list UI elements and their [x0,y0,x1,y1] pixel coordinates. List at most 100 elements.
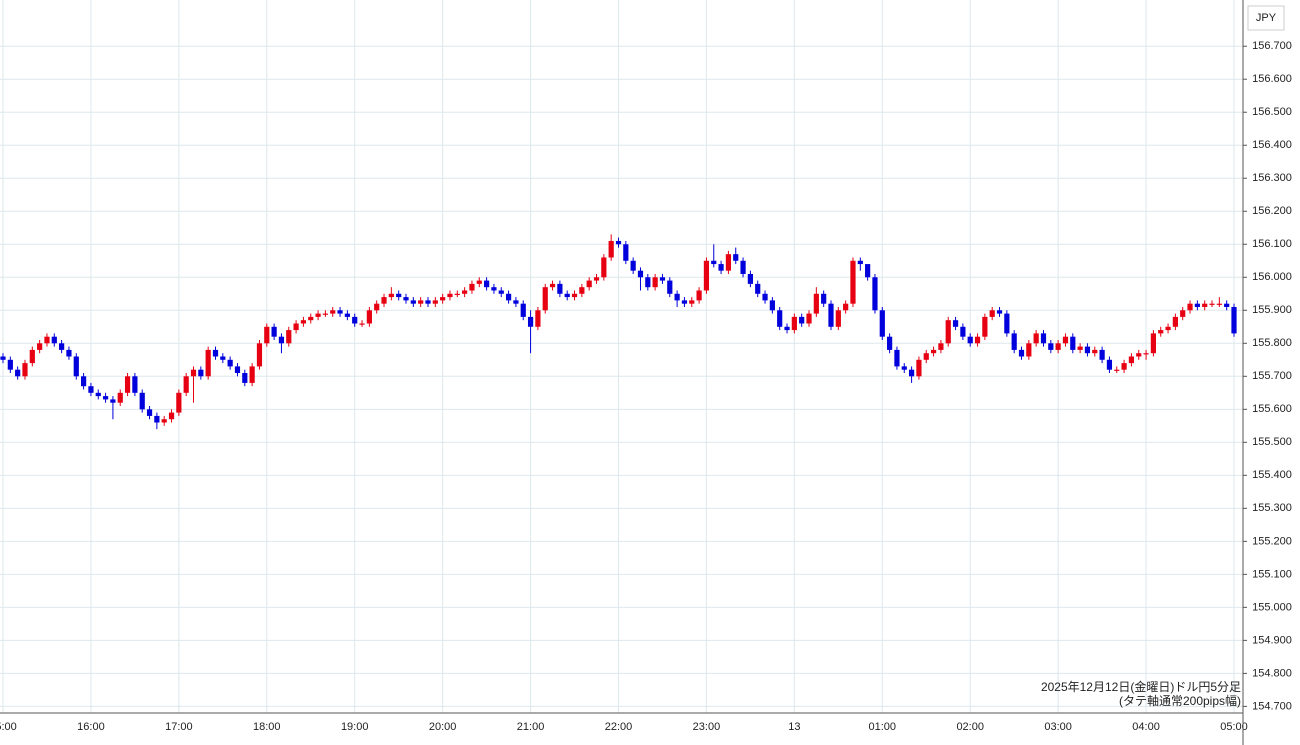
x-tick-label: 21:00 [517,721,545,733]
x-tick-label: 16:00 [77,721,105,733]
candle-body [923,353,929,360]
candle-body [835,310,841,327]
candle-body [1216,303,1222,305]
candle-body [1011,333,1017,350]
candle-body [777,310,783,327]
candle-body [498,290,504,294]
candle-body [1128,356,1135,364]
x-tick-label: 19:00 [341,721,369,733]
candle-body [249,366,255,383]
candle-body [183,376,189,393]
candle-body [674,293,680,301]
candle-body [234,366,241,374]
candle-body [168,412,175,420]
candle-body [95,392,101,397]
y-tick-label: 155.800 [1252,337,1292,349]
x-tick-label: 23:00 [693,721,721,733]
candle-body [689,300,695,304]
candle-body [996,310,1003,314]
candle-body [359,323,365,325]
candle-body [718,264,724,271]
candle-body [513,300,519,304]
candle-body [278,336,285,344]
candle-body [542,287,548,311]
y-tick-label: 156.100 [1252,238,1292,250]
candle-body [821,293,827,304]
candle-body [908,369,915,377]
candle-body [1062,336,1069,344]
candle-body [59,343,65,350]
candle-body [527,316,534,327]
candle-body [557,283,563,294]
y-tick-label: 155.200 [1252,535,1292,547]
candle-body [1033,333,1039,344]
candle-body [725,254,732,271]
candle-body [938,343,944,350]
candle-body [1121,363,1127,370]
candle-body [227,359,233,367]
candle-body [1194,303,1200,307]
candle-body [476,280,482,284]
candle-body [784,326,790,331]
y-tick-label: 156.700 [1252,40,1292,52]
candle-body [212,349,219,357]
candle-body [88,386,94,393]
candle-body [828,303,834,327]
candle-body [469,283,475,291]
candle-body [198,369,204,377]
candle-body [652,277,658,288]
candle-body [1084,346,1091,354]
candle-body [256,343,263,367]
candle-body [1143,353,1149,355]
candle-body [1055,343,1061,350]
candle-body [330,310,336,314]
candle-body [586,280,592,288]
candle-body [102,396,109,400]
y-tick-label: 155.600 [1252,403,1292,415]
candle-body [1158,330,1164,334]
x-tick-label: 02:00 [956,721,984,733]
candle-body [352,316,358,324]
candle-body [952,320,959,327]
candle-body [806,313,812,324]
candle-body [242,373,248,383]
y-tick-label: 155.500 [1252,436,1292,448]
x-tick-label: 15:00 [0,721,17,733]
candle-body [645,277,651,288]
candle-body [681,300,688,304]
candle-body [44,336,50,344]
candle-body [37,343,43,350]
y-tick-label: 155.400 [1252,469,1292,481]
candle-body [615,240,622,245]
candle-body [484,280,490,288]
x-tick-label: 20:00 [429,721,457,733]
candle-body [740,260,746,274]
candle-body [865,264,871,278]
x-tick-label: 04:00 [1132,721,1160,733]
candle-body [549,283,556,288]
candle-body [161,419,167,423]
candle-body [388,293,394,298]
candle-body [264,326,270,344]
y-tick-label: 156.000 [1252,271,1292,283]
y-tick-label: 156.600 [1252,73,1292,85]
candle-body [703,260,710,291]
candle-body [1070,336,1076,350]
annotation: (タテ軸通常200pips幅) [1119,693,1241,708]
candle-body [146,409,153,416]
y-tick-label: 155.000 [1252,601,1292,613]
candle-body [887,336,893,350]
candle-body [505,293,512,301]
candle-body [66,349,72,357]
x-tick-label: 17:00 [165,721,193,733]
candle-body [1040,333,1047,344]
y-tick-label: 156.200 [1252,205,1292,217]
candle-body [1018,349,1025,357]
y-tick-label: 156.300 [1252,172,1292,184]
x-tick-label: 22:00 [605,721,633,733]
candle-body [894,349,900,367]
y-axis-title: JPY [1256,12,1277,24]
y-tick-label: 154.700 [1252,700,1292,712]
candle-body [799,316,805,324]
candle-body [366,310,372,324]
